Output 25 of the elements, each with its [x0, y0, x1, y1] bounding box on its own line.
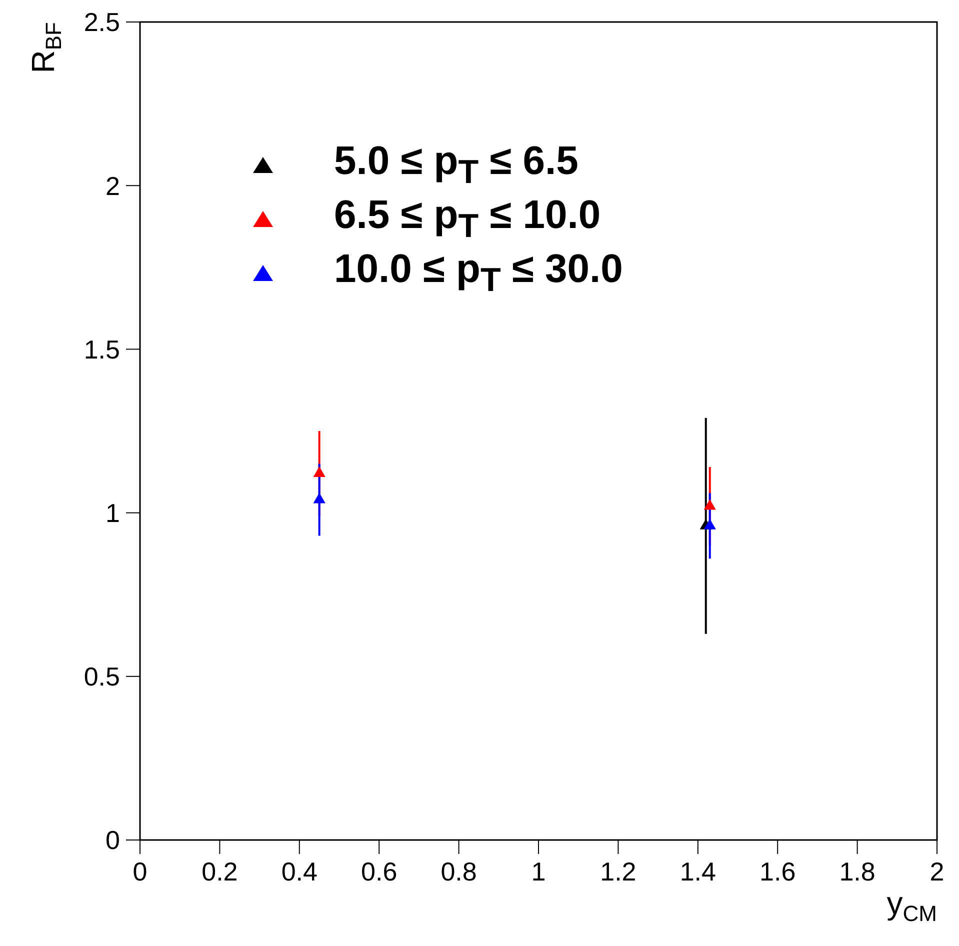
legend-label: 10.0 ≤ p$_{T}$ ≤ 30.0: [334, 246, 623, 300]
x-tick-label: 2: [930, 856, 944, 886]
point: [313, 492, 326, 504]
x-tick-label: 0.2: [202, 856, 238, 886]
x-tick-label: 0.4: [281, 856, 318, 886]
x-tick-label: 0.8: [440, 856, 477, 886]
point: [313, 466, 326, 478]
y-tick-label: 1: [106, 498, 120, 528]
x-tick-label: 0.6: [361, 856, 398, 886]
x-tick-label: 1.6: [760, 856, 796, 886]
legend-label: 5.0 ≤ p$_{T}$ ≤ 6.5: [334, 138, 578, 192]
x-tick-label: 1.2: [600, 856, 636, 886]
y-tick-label: 1.5: [84, 334, 120, 364]
x-axis-title: y$_{CM}$: [886, 885, 937, 926]
x-tick-label: 1.8: [839, 856, 876, 886]
point: [704, 499, 716, 510]
x-tick-label: 1: [531, 856, 546, 886]
y-tick-label: 2.5: [84, 7, 120, 38]
x-tick-label: 0: [132, 856, 148, 886]
y-tick-label: 0: [106, 825, 120, 856]
y-tick-label: 0.5: [84, 662, 120, 692]
y-tick-label: 2: [106, 170, 120, 201]
point: [704, 518, 716, 530]
legend-label: 6.5 ≤ p$_{T}$ ≤ 10.0: [334, 192, 601, 246]
x-tick-label: 1.4: [680, 856, 716, 886]
